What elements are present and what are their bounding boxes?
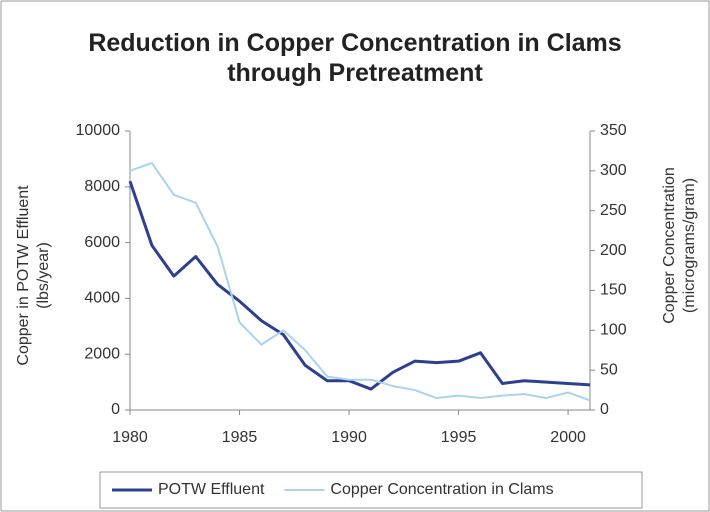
y2-tick-label: 200 [600, 242, 627, 259]
y2-tick-label: 0 [600, 401, 609, 418]
chart-title: Reduction in Copper Concentration in Cla… [88, 29, 622, 87]
data-line [129, 161, 591, 402]
y2-axis-label: Copper Concentration [661, 167, 678, 324]
y2-tick-label: 350 [600, 122, 627, 139]
y2-tick-label: 300 [600, 162, 627, 179]
y2-tick-label: 50 [600, 361, 618, 378]
legend-box [99, 471, 643, 509]
legend-label: Copper Concentration in Clams [330, 481, 553, 498]
y-tick-label: 4000 [84, 290, 120, 307]
x-tick-label: 1980 [112, 429, 148, 446]
y2-tick-label: 150 [600, 282, 627, 299]
x-tick-label: 1985 [222, 429, 258, 446]
y2-tick-label: 100 [600, 322, 627, 339]
y-tick-label: 8000 [84, 178, 120, 195]
y-tick-label: 2000 [84, 345, 120, 362]
y2-tick-label: 250 [600, 202, 627, 219]
x-tick-label: 1990 [331, 429, 367, 446]
y-tick-label: 6000 [84, 234, 120, 251]
x-tick-label: 1995 [441, 429, 477, 446]
y-tick-label: 0 [111, 401, 120, 418]
legend-label: POTW Effluent [158, 481, 265, 498]
y2-axis-label: (micrograms/gram) [681, 178, 698, 313]
y-axis-label: (lbs/year) [35, 242, 52, 309]
y-axis-label: Copper in POTW Effluent [15, 185, 32, 366]
data-line [128, 180, 591, 391]
x-tick-label: 2000 [550, 429, 586, 446]
y-tick-label: 10000 [76, 122, 121, 139]
